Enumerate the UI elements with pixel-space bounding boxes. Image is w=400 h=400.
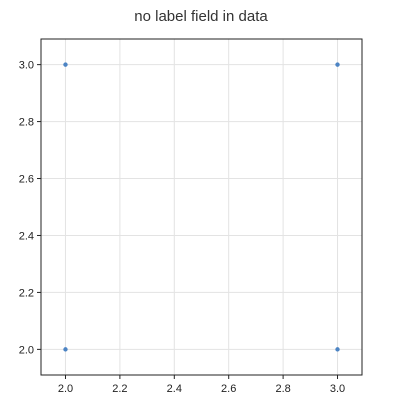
y-tick-label: 2.4 [19, 230, 34, 242]
x-tick-label: 2.4 [167, 383, 182, 395]
x-axis: 2.0 2.2 2.4 2.6 2.8 3.0 [58, 383, 345, 395]
plot-area [40, 38, 363, 376]
x-tick-label: 3.0 [330, 383, 345, 395]
chart-title: no label field in data [134, 8, 268, 25]
x-tick-label: 2.6 [221, 383, 236, 395]
grid [41, 39, 362, 375]
scatter-point [335, 62, 340, 67]
axis-ticks [37, 64, 339, 379]
y-axis: 2.0 2.2 2.4 2.6 2.8 3.0 [19, 60, 34, 357]
y-tick-label: 2.0 [19, 344, 34, 356]
y-tick-label: 2.2 [19, 287, 34, 299]
data-points [63, 62, 340, 352]
y-tick-label: 3.0 [19, 60, 34, 72]
y-tick-label: 2.8 [19, 117, 34, 129]
x-tick-label: 2.8 [275, 383, 290, 395]
scatter-point [335, 347, 340, 352]
y-tick-label: 2.6 [19, 174, 34, 186]
x-tick-label: 2.0 [58, 383, 73, 395]
scatter-point [63, 62, 68, 67]
scatter-point [63, 347, 68, 352]
x-tick-label: 2.2 [112, 383, 127, 395]
